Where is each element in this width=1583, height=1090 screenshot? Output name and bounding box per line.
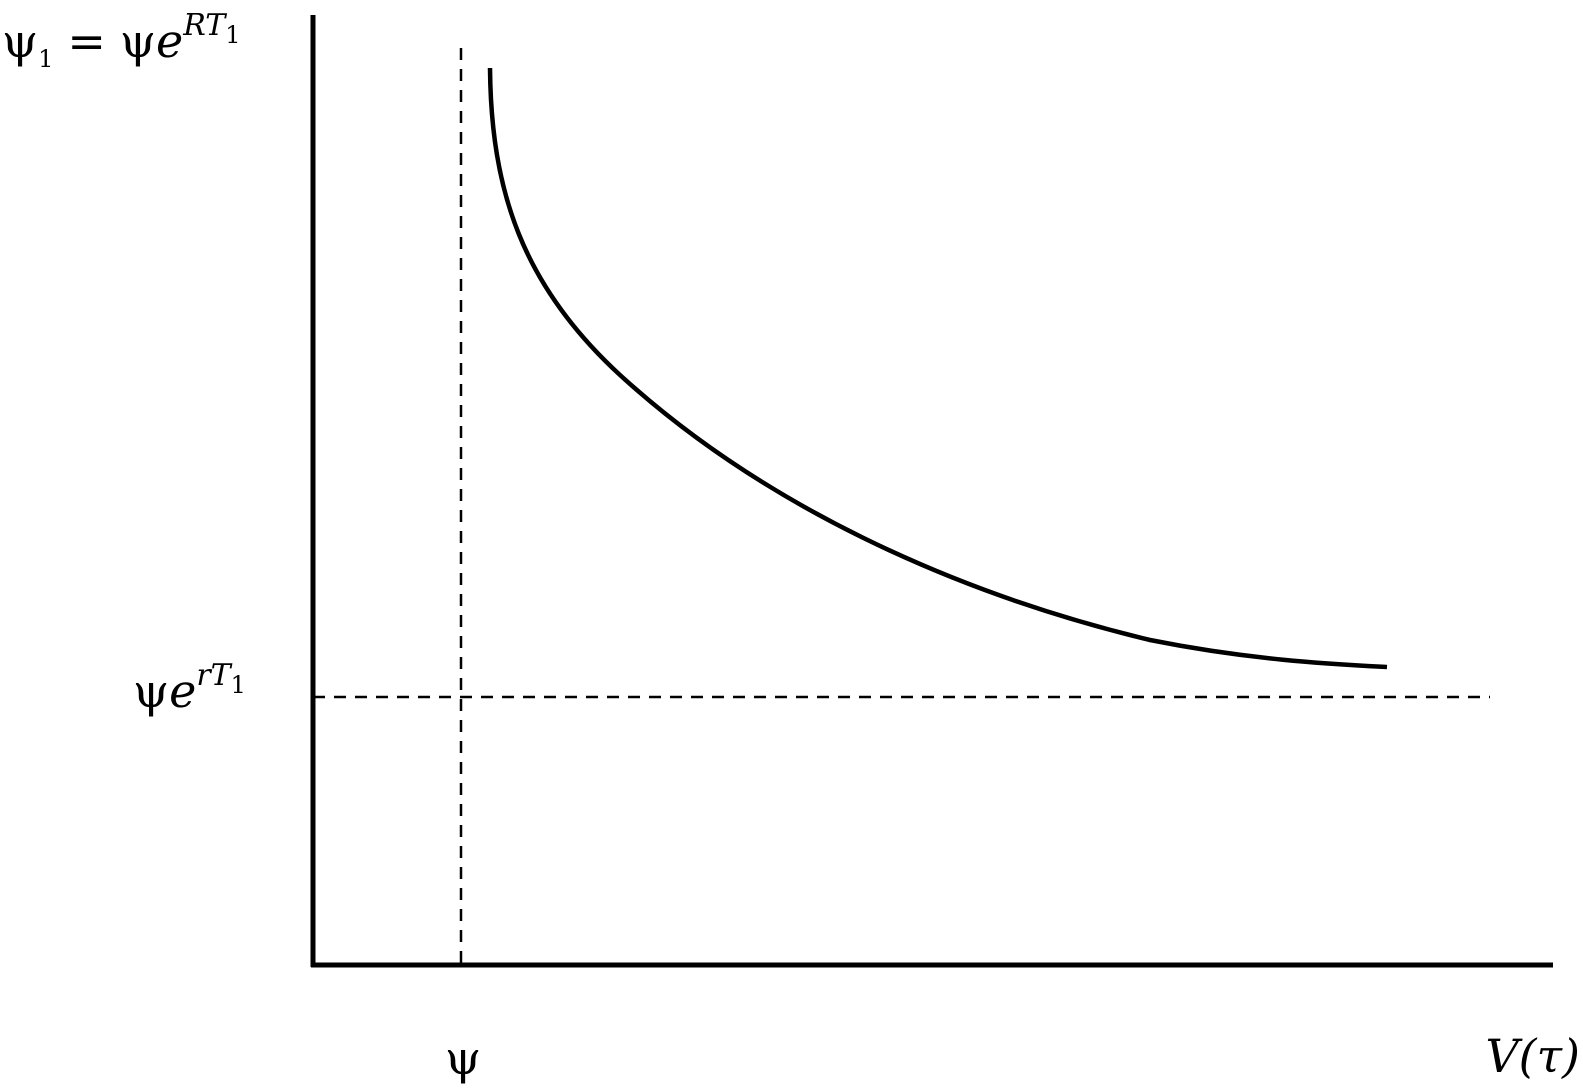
curve [487, 67, 1388, 670]
x-mark-label: ψ [445, 1031, 481, 1085]
label-part: e [156, 14, 183, 68]
label-part: e [169, 664, 196, 718]
label-part: ψ [133, 664, 169, 718]
label-part: ψ [120, 14, 156, 68]
label-superscript: RT [182, 8, 227, 43]
label-subscript: 1 [38, 45, 53, 73]
x-axis-label: V(τ) [1485, 1029, 1580, 1083]
label-subscript: 1 [225, 21, 240, 49]
label-superscript: rT [196, 658, 232, 693]
label-subscript: 1 [231, 671, 246, 699]
label-part: ψ [2, 14, 38, 68]
label-part: = [67, 14, 106, 68]
y-top-label: ψ1 = ψeRT1 [2, 8, 241, 73]
y-mid-label: ψerT1 [133, 658, 246, 718]
